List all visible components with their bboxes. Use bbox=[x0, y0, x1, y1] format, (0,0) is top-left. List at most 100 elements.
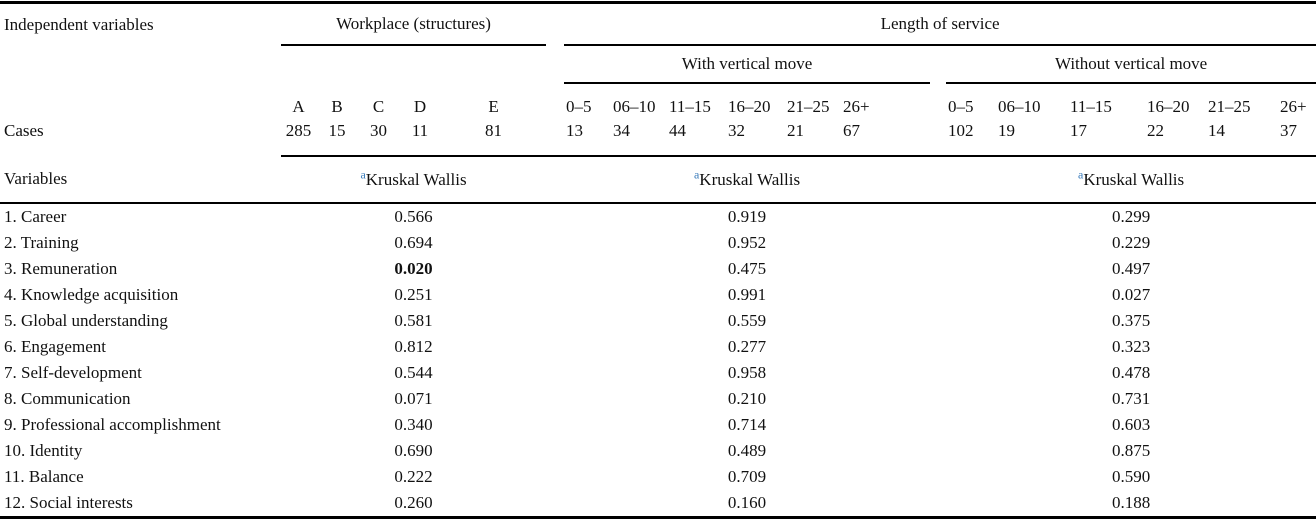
section-gap bbox=[930, 256, 946, 282]
section-gap bbox=[930, 156, 947, 204]
table-row-identity: 10. Identity 0.690 0.489 0.875 bbox=[0, 438, 1316, 464]
section-gap bbox=[930, 360, 946, 386]
section-gap bbox=[546, 308, 564, 334]
p-value-without-move: 0.299 bbox=[1111, 207, 1151, 226]
cases-workplace-c: 30 bbox=[358, 119, 399, 157]
workplace-group-header: Workplace (structures) bbox=[281, 2, 547, 46]
p-value-workplace: 0.222 bbox=[394, 467, 433, 486]
cases-workplace-e: 81 bbox=[441, 119, 547, 157]
p-value-with-move: 0.210 bbox=[727, 389, 767, 408]
p-value-without-move: 0.603 bbox=[1111, 415, 1151, 434]
p-value-with-move: 0.277 bbox=[727, 337, 767, 356]
p-value-with-move: 0.559 bbox=[727, 311, 767, 330]
with-vertical-move-header: With vertical move bbox=[564, 45, 931, 84]
footnote-marker: a bbox=[360, 166, 366, 181]
cases-row-label: Cases bbox=[4, 121, 44, 140]
section-gap bbox=[546, 3, 564, 46]
col-header-without-11-15: 11–15 bbox=[1070, 97, 1112, 116]
section-gap bbox=[546, 438, 564, 464]
col-header-without-0-5: 0–5 bbox=[948, 97, 974, 116]
p-value-workplace: 0.340 bbox=[394, 415, 433, 434]
p-value-without-move: 0.323 bbox=[1111, 337, 1151, 356]
p-value-without-move: 0.875 bbox=[1111, 441, 1151, 460]
variable-label: 2. Training bbox=[4, 233, 79, 252]
section-gap bbox=[930, 83, 946, 119]
table-row-global-understanding: 5. Global understanding 0.581 0.559 0.37… bbox=[0, 308, 1316, 334]
table-row-engagement: 6. Engagement 0.812 0.277 0.323 bbox=[0, 334, 1316, 360]
p-value-with-move: 0.919 bbox=[727, 207, 767, 226]
p-value-workplace: 0.690 bbox=[394, 441, 433, 460]
col-header-workplace-a: A bbox=[292, 97, 305, 116]
p-value-with-move: 0.714 bbox=[727, 415, 767, 434]
table-row-knowledge-acquisition: 4. Knowledge acquisition 0.251 0.991 0.0… bbox=[0, 282, 1316, 308]
table-row-communication: 8. Communication 0.071 0.210 0.731 bbox=[0, 386, 1316, 412]
p-value-workplace: 0.544 bbox=[394, 363, 433, 382]
cases-workplace-b: 15 bbox=[316, 119, 358, 157]
table-row-balance: 11. Balance 0.222 0.709 0.590 bbox=[0, 464, 1316, 490]
p-value-with-move: 0.952 bbox=[727, 233, 767, 252]
p-value-with-move: 0.958 bbox=[727, 363, 767, 382]
variable-label: 5. Global understanding bbox=[4, 311, 168, 330]
kruskal-wallis-header-without-move: aKruskal Wallis bbox=[946, 156, 1316, 204]
p-value-with-move: 0.709 bbox=[727, 467, 767, 486]
variable-label: 3. Remuneration bbox=[4, 259, 118, 278]
variable-label: 4. Knowledge acquisition bbox=[4, 285, 179, 304]
p-value-workplace: 0.812 bbox=[394, 337, 433, 356]
col-header-with-16-20: 16–20 bbox=[728, 97, 771, 116]
section-gap bbox=[546, 386, 564, 412]
section-gap bbox=[930, 438, 946, 464]
section-gap bbox=[930, 230, 946, 256]
col-header-with-21-25: 21–25 bbox=[787, 97, 830, 116]
section-gap bbox=[930, 490, 946, 518]
kruskal-wallis-header-workplace: aKruskal Wallis bbox=[281, 156, 547, 204]
variable-label: 9. Professional accomplishment bbox=[4, 415, 221, 434]
statistic-header-row: Variables aKruskal Wallis aKruskal Walli… bbox=[0, 156, 1316, 204]
col-header-without-06-10: 06–10 bbox=[998, 97, 1041, 116]
group-header-row: Independent variables Workplace (structu… bbox=[0, 2, 1316, 46]
section-gap bbox=[546, 203, 564, 230]
cases-without-26plus: 37 bbox=[1278, 119, 1316, 157]
kruskal-wallis-label: Kruskal Wallis bbox=[365, 169, 467, 189]
variable-label: 7. Self-development bbox=[4, 363, 142, 382]
col-header-workplace-d: D bbox=[413, 97, 427, 116]
empty-cell bbox=[0, 45, 564, 83]
cases-with-06-10: 34 bbox=[611, 119, 668, 157]
kruskal-wallis-header-with-move: aKruskal Wallis bbox=[564, 156, 931, 204]
cases-without-16-20: 22 bbox=[1145, 119, 1207, 157]
col-header-with-06-10: 06–10 bbox=[613, 97, 656, 116]
without-vertical-move-header: Without vertical move bbox=[946, 45, 1316, 84]
cases-without-06-10: 19 bbox=[996, 119, 1069, 157]
section-gap bbox=[546, 83, 564, 119]
section-gap bbox=[546, 119, 565, 157]
variable-label: 8. Communication bbox=[4, 389, 131, 408]
p-value-workplace: 0.581 bbox=[394, 311, 433, 330]
p-value-with-move: 0.475 bbox=[727, 259, 767, 278]
p-value-without-move: 0.497 bbox=[1111, 259, 1151, 278]
table-row-professional-accomplishment: 9. Professional accomplishment 0.340 0.7… bbox=[0, 412, 1316, 438]
section-gap bbox=[930, 282, 946, 308]
section-gap bbox=[930, 386, 946, 412]
table-row-career: 1. Career 0.566 0.919 0.299 bbox=[0, 203, 1316, 230]
col-header-without-26plus: 26+ bbox=[1280, 97, 1307, 116]
cases-with-11-15: 44 bbox=[667, 119, 727, 157]
col-header-with-0-5: 0–5 bbox=[566, 97, 592, 116]
p-value-with-move: 0.991 bbox=[727, 285, 767, 304]
p-value-without-move: 0.590 bbox=[1111, 467, 1151, 486]
section-gap bbox=[546, 156, 565, 204]
table-row-social-interests: 12. Social interests 0.260 0.160 0.188 bbox=[0, 490, 1316, 518]
cases-workplace-d: 11 bbox=[399, 119, 441, 157]
p-value-with-move: 0.160 bbox=[727, 493, 767, 512]
kruskal-wallis-label: Kruskal Wallis bbox=[1083, 169, 1185, 189]
section-gap bbox=[546, 360, 564, 386]
col-header-with-11-15: 11–15 bbox=[669, 97, 711, 116]
section-gap bbox=[930, 45, 946, 83]
column-header-row: A B C D E 0–5 06–10 11–15 16–20 21–25 26… bbox=[0, 83, 1316, 119]
variable-label: 1. Career bbox=[4, 207, 67, 226]
kruskal-wallis-label: Kruskal Wallis bbox=[699, 169, 801, 189]
cases-with-0-5: 13 bbox=[564, 119, 612, 157]
section-gap bbox=[930, 308, 946, 334]
col-header-without-16-20: 16–20 bbox=[1147, 97, 1190, 116]
table-row-training: 2. Training 0.694 0.952 0.229 bbox=[0, 230, 1316, 256]
